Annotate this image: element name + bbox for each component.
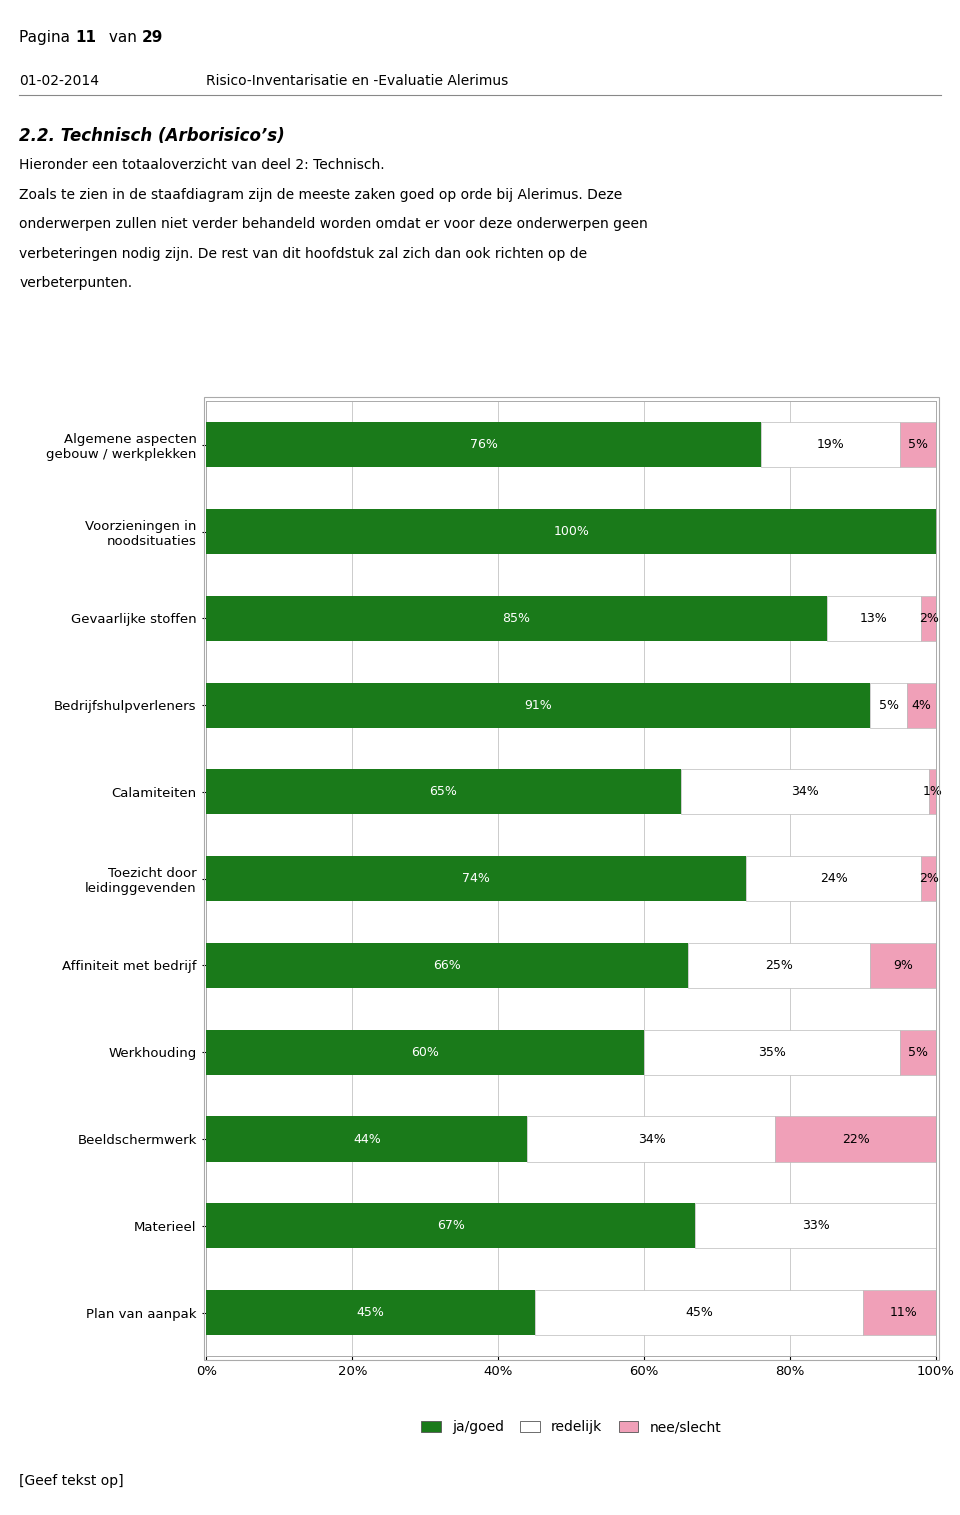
Text: 9%: 9%	[893, 959, 913, 973]
Bar	[900, 423, 936, 468]
Bar	[922, 856, 936, 901]
Text: [Geef tekst op]: [Geef tekst op]	[19, 1474, 124, 1488]
Text: 5%: 5%	[908, 1045, 927, 1059]
Bar	[206, 423, 761, 468]
Text: 25%: 25%	[765, 959, 793, 973]
Legend: ja/goed, redelijk, nee/slecht: ja/goed, redelijk, nee/slecht	[416, 1415, 727, 1439]
Text: 33%: 33%	[802, 1220, 829, 1232]
Text: 11%: 11%	[889, 1306, 917, 1320]
Text: 19%: 19%	[816, 438, 844, 451]
Text: onderwerpen zullen niet verder behandeld worden omdat er voor deze onderwerpen g: onderwerpen zullen niet verder behandeld…	[19, 217, 648, 232]
Text: 91%: 91%	[524, 698, 552, 712]
Bar	[900, 1030, 936, 1074]
Bar	[871, 942, 936, 988]
Text: 100%: 100%	[553, 526, 589, 538]
Text: 11: 11	[75, 30, 96, 45]
Bar	[761, 423, 900, 468]
Bar	[746, 856, 922, 901]
Text: verbeterpunten.: verbeterpunten.	[19, 276, 132, 291]
Bar	[776, 1117, 936, 1162]
Text: 65%: 65%	[429, 785, 458, 798]
Text: 2.2. Technisch (Arborisico’s): 2.2. Technisch (Arborisico’s)	[19, 127, 285, 145]
Text: 2%: 2%	[919, 612, 939, 624]
Text: 22%: 22%	[842, 1133, 870, 1145]
Text: Zoals te zien in de staafdiagram zijn de meeste zaken goed op orde bij Alerimus.: Zoals te zien in de staafdiagram zijn de…	[19, 188, 622, 201]
Bar	[644, 1030, 900, 1074]
Text: 34%: 34%	[791, 785, 819, 798]
Text: 5%: 5%	[908, 438, 927, 451]
Text: 74%: 74%	[463, 873, 491, 885]
Bar	[863, 1289, 944, 1335]
Text: 45%: 45%	[684, 1306, 713, 1320]
Text: 13%: 13%	[860, 612, 888, 624]
Bar	[206, 595, 827, 641]
Text: 5%: 5%	[878, 698, 899, 712]
Text: van: van	[104, 30, 141, 45]
Bar	[922, 595, 936, 641]
Text: verbeteringen nodig zijn. De rest van dit hoofdstuk zal zich dan ook richten op : verbeteringen nodig zijn. De rest van di…	[19, 247, 588, 261]
Text: 44%: 44%	[353, 1133, 381, 1145]
Bar	[535, 1289, 863, 1335]
Bar	[206, 683, 871, 727]
Text: 4%: 4%	[911, 698, 931, 712]
Bar	[527, 1117, 776, 1162]
Bar	[928, 770, 936, 815]
Bar	[206, 1030, 644, 1074]
Text: 34%: 34%	[637, 1133, 665, 1145]
Bar	[907, 683, 936, 727]
Text: 29: 29	[142, 30, 163, 45]
Text: 67%: 67%	[437, 1220, 465, 1232]
Text: Hieronder een totaaloverzicht van deel 2: Technisch.: Hieronder een totaaloverzicht van deel 2…	[19, 158, 385, 171]
Bar	[206, 509, 936, 554]
Text: 85%: 85%	[502, 612, 531, 624]
Text: 2%: 2%	[919, 873, 939, 885]
Bar	[871, 683, 907, 727]
Text: 24%: 24%	[820, 873, 848, 885]
Text: 45%: 45%	[356, 1306, 385, 1320]
Bar	[681, 770, 928, 815]
Bar	[827, 595, 922, 641]
Bar	[206, 1289, 535, 1335]
Text: Pagina: Pagina	[19, 30, 75, 45]
Bar	[206, 1203, 695, 1248]
Bar	[206, 1117, 527, 1162]
Bar	[688, 942, 871, 988]
Text: Risico-Inventarisatie en -Evaluatie Alerimus: Risico-Inventarisatie en -Evaluatie Aler…	[206, 74, 509, 88]
Text: 60%: 60%	[411, 1045, 440, 1059]
Text: 66%: 66%	[433, 959, 461, 973]
Bar	[206, 770, 681, 815]
Text: 35%: 35%	[757, 1045, 786, 1059]
Text: 76%: 76%	[469, 438, 497, 451]
Bar	[206, 942, 688, 988]
Text: 01-02-2014: 01-02-2014	[19, 74, 99, 88]
Text: 1%: 1%	[923, 785, 943, 798]
Bar	[695, 1203, 936, 1248]
Bar	[206, 856, 746, 901]
